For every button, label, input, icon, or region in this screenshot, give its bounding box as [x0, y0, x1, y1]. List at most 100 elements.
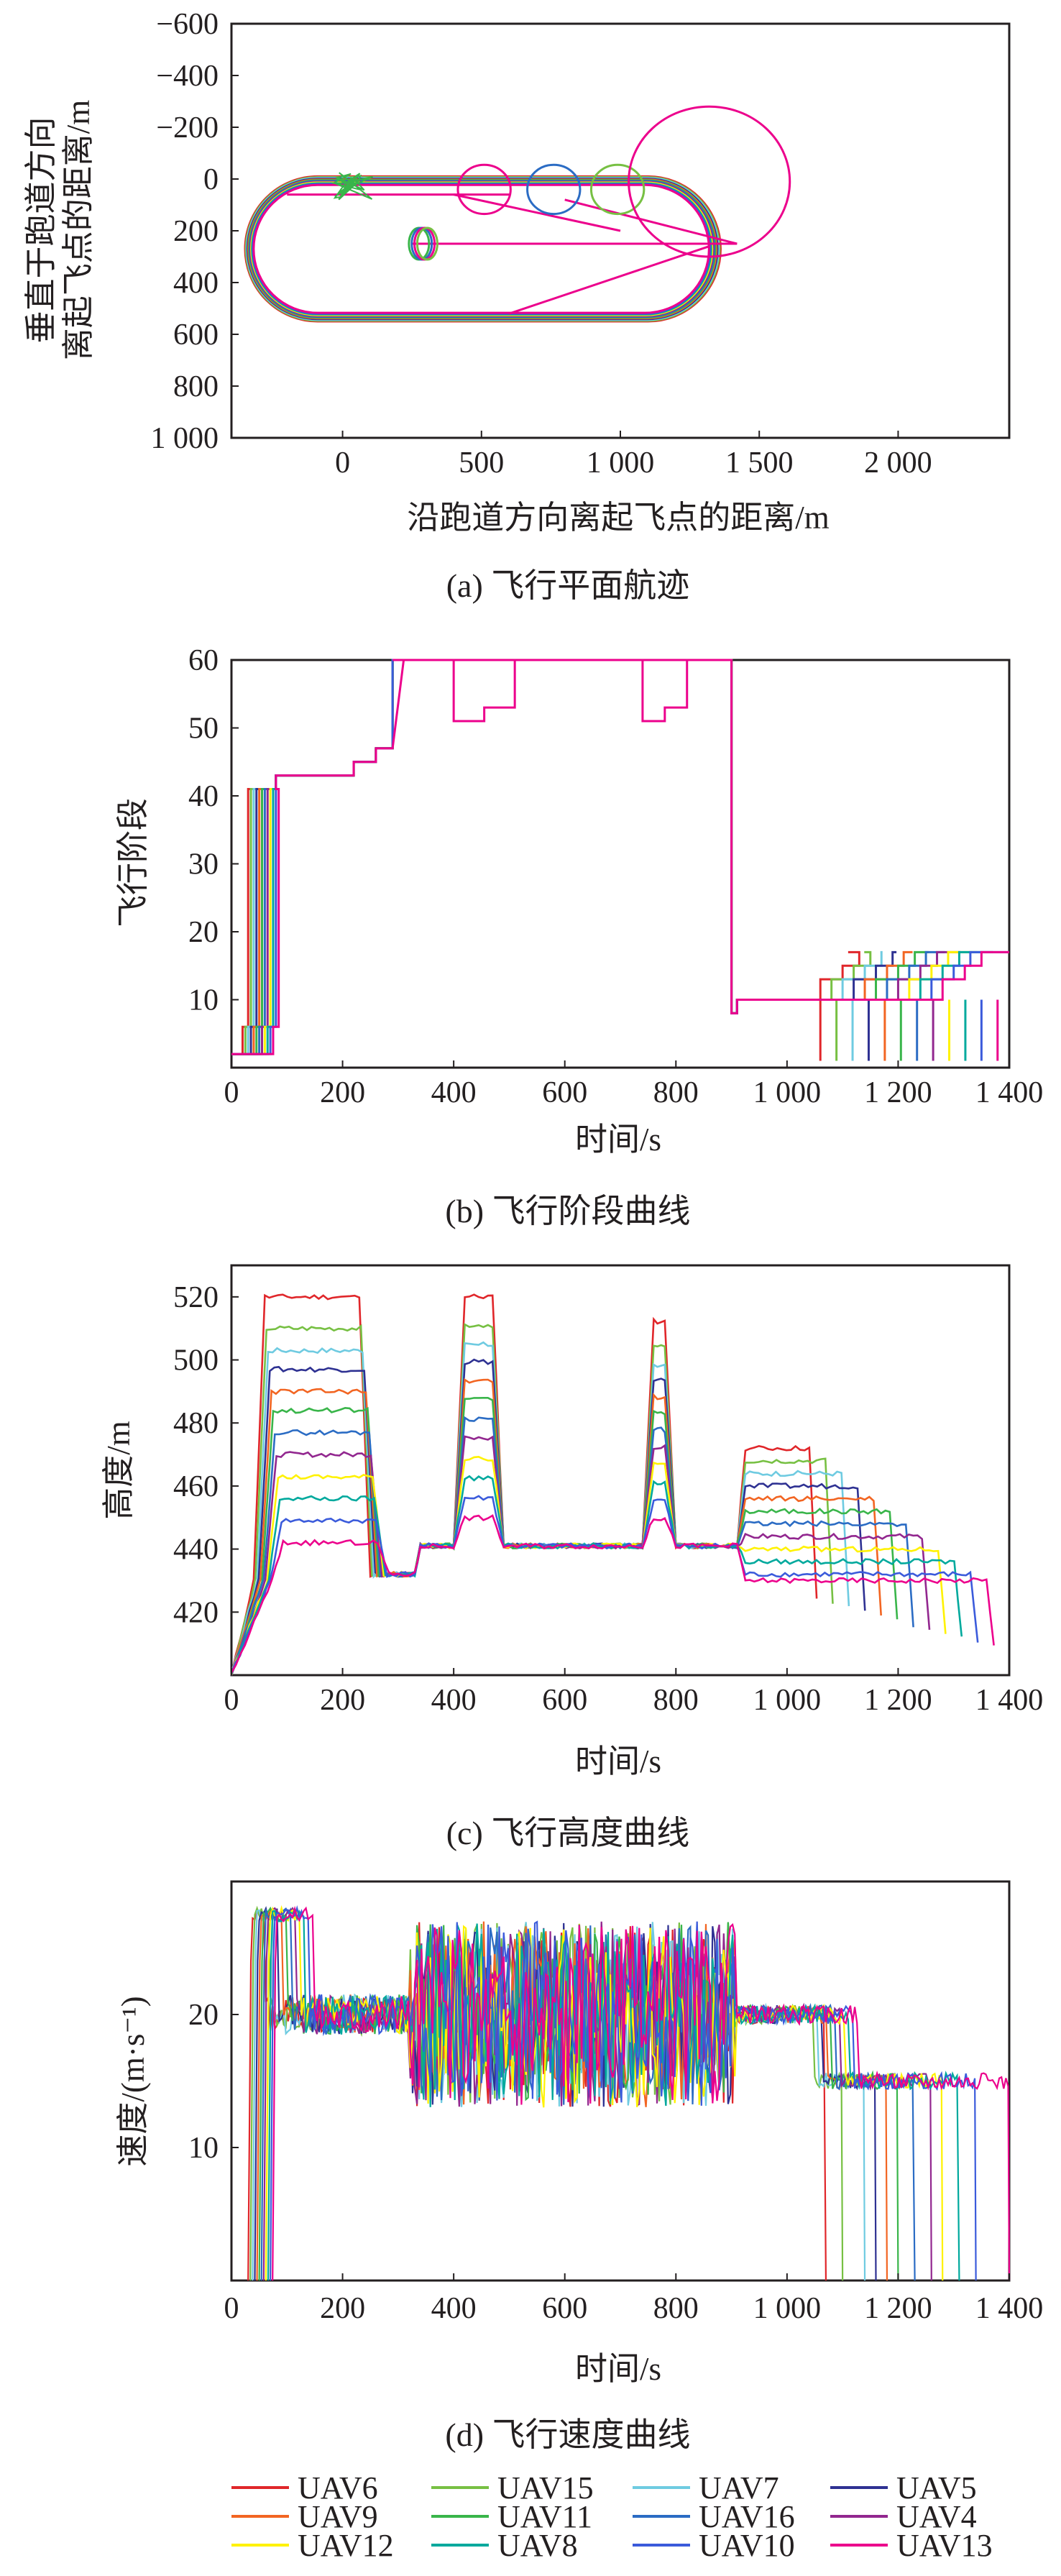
y-tick-label: 480: [173, 1407, 219, 1440]
takeoff-area: [331, 172, 373, 201]
racetrack-track: [251, 182, 712, 316]
racetrack-track: [244, 175, 722, 323]
panel-c-ticks: 0 200 400 600 800 1 000 1 200 1 400 420 440 460 480…: [173, 1281, 1043, 1717]
x-tick-label: 1 000: [753, 1076, 822, 1109]
panel-d-xlabel: 时间/s: [575, 2351, 661, 2387]
panel-a-flight-track: 0 500 1 000 1 500 2 000 −600 −400 −200 0 200 400 60…: [23, 8, 1011, 604]
panel-d-ticks: 0 200 400 600 800 1 000 1 200 1 400 10 20: [188, 1999, 1043, 2325]
legend-label: UAV8: [497, 2528, 578, 2563]
altitude-line: [230, 1435, 931, 1676]
racetrack-track: [245, 177, 720, 321]
legend-label: UAV5: [896, 2470, 977, 2506]
altitude-line: [230, 1455, 947, 1675]
x-tick-label: 800: [653, 1684, 699, 1717]
phase-dip: [641, 660, 689, 723]
legend-label: UAV13: [896, 2528, 993, 2563]
panel-c-plot-area: [230, 1264, 1011, 1677]
transit-line: [564, 198, 738, 245]
altitude-line: [230, 1397, 899, 1676]
panel-c-marks: [230, 1293, 995, 1676]
altitude-line: [230, 1514, 995, 1674]
x-tick-label: 0: [335, 446, 350, 480]
panel-c-caption: (c) 飞行高度曲线: [446, 1815, 690, 1851]
y-tick-label: 200: [173, 215, 219, 248]
hold-loop: [415, 226, 438, 261]
x-tick-label: 600: [542, 2292, 587, 2325]
x-tick-label: 1 200: [864, 1076, 932, 1109]
legend-label: UAV16: [699, 2499, 795, 2534]
legend: UAV6 UAV15 UAV7 UAV5 UAV9 UAV11 UAV16 UAV4 UAV12…: [231, 2470, 993, 2563]
legend-label: UAV12: [298, 2528, 394, 2563]
x-tick-label: 1 500: [725, 446, 794, 480]
x-tick-label: 500: [459, 446, 504, 480]
x-tick-label: 1 000: [753, 2292, 822, 2325]
racetrack-track: [252, 183, 710, 314]
x-tick-label: 1 400: [975, 1076, 1044, 1109]
x-tick-label: 1 200: [864, 1684, 932, 1717]
x-tick-label: 0: [224, 1684, 239, 1717]
x-tick-label: 1 000: [587, 446, 655, 480]
panel-b-marks: [231, 659, 1009, 1061]
panel-a-ticks: 0 500 1 000 1 500 2 000 −600 −400 −200 0 200 400 60…: [151, 8, 932, 480]
y-tick-label: 50: [188, 712, 219, 746]
panel-c-ylabel: 高度/m: [101, 1421, 137, 1520]
x-tick-label: 800: [653, 2292, 699, 2325]
panel-d-ylabel: 速度/(m·s⁻¹): [115, 1996, 151, 2166]
y-tick-label: 800: [173, 370, 219, 403]
y-tick-label: 60: [188, 644, 219, 677]
panel-a-ylabel-line1: 垂直于跑道方向: [23, 116, 59, 343]
y-tick-label: 40: [188, 780, 219, 813]
y-tick-label: −600: [156, 8, 219, 41]
legend-label: UAV11: [497, 2499, 592, 2534]
panel-a-ylabel-line2: 离起飞点的距离/m: [60, 100, 96, 361]
x-tick-label: 0: [224, 2292, 239, 2325]
y-tick-label: 460: [173, 1470, 219, 1503]
panel-d-marks: [247, 1905, 1011, 2281]
x-tick-label: 1 000: [753, 1684, 822, 1717]
transit-line: [453, 193, 621, 232]
y-tick-label: −400: [156, 60, 219, 93]
altitude-line: [230, 1358, 866, 1676]
legend-label: UAV10: [699, 2528, 795, 2563]
legend-label: UAV9: [298, 2499, 378, 2534]
loop-circle: [456, 163, 512, 216]
y-tick-label: 600: [173, 318, 219, 352]
y-tick-label: 440: [173, 1534, 219, 1567]
altitude-line: [230, 1378, 882, 1676]
panel-c-altitude: 0 200 400 600 800 1 000 1 200 1 400 420 440 460 480…: [101, 1264, 1043, 1851]
y-tick-label: 400: [173, 267, 219, 300]
y-tick-label: 20: [188, 1999, 219, 2032]
legend-label: UAV15: [497, 2470, 594, 2506]
legend-label: UAV7: [699, 2470, 779, 2506]
x-tick-label: 1 400: [975, 2292, 1044, 2325]
y-tick-label: 420: [173, 1596, 219, 1629]
panel-a-xlabel: 沿跑道方向离起飞点的距离/m: [407, 500, 830, 536]
panel-b-xlabel: 时间/s: [575, 1122, 661, 1158]
transit-line: [508, 245, 710, 315]
altitude-line: [230, 1475, 963, 1674]
y-tick-label: 520: [173, 1281, 219, 1314]
x-tick-label: 400: [431, 1684, 477, 1717]
panel-b-flight-phase: 0 200 400 600 800 1 000 1 200 1 400 10 20 30 40 50 60…: [115, 644, 1043, 1229]
x-tick-label: 0: [224, 1076, 239, 1109]
x-tick-label: 600: [542, 1684, 587, 1717]
y-tick-label: 10: [188, 2132, 219, 2165]
y-tick-label: −200: [156, 111, 219, 145]
y-tick-label: 20: [188, 916, 219, 949]
loop-circle: [589, 163, 646, 216]
altitude-line: [230, 1495, 979, 1674]
x-tick-label: 600: [542, 1076, 587, 1109]
racetrack-track: [252, 183, 712, 315]
speed-line: [270, 1905, 977, 2281]
x-tick-label: 2 000: [864, 446, 932, 480]
x-tick-label: 200: [320, 2292, 365, 2325]
racetrack-track: [249, 180, 715, 317]
y-tick-label: 30: [188, 848, 219, 881]
loop-circle: [526, 163, 582, 216]
x-tick-label: 200: [320, 1684, 365, 1717]
panel-b-ticks: 0 200 400 600 800 1 000 1 200 1 400 10 20 30 40 50 60: [188, 644, 1043, 1109]
panel-d-speed: 0 200 400 600 800 1 000 1 200 1 400 10 20 速度/(m·s…: [115, 1880, 1043, 2453]
legend-label: UAV6: [298, 2470, 378, 2506]
x-tick-label: 1 200: [864, 2292, 932, 2325]
